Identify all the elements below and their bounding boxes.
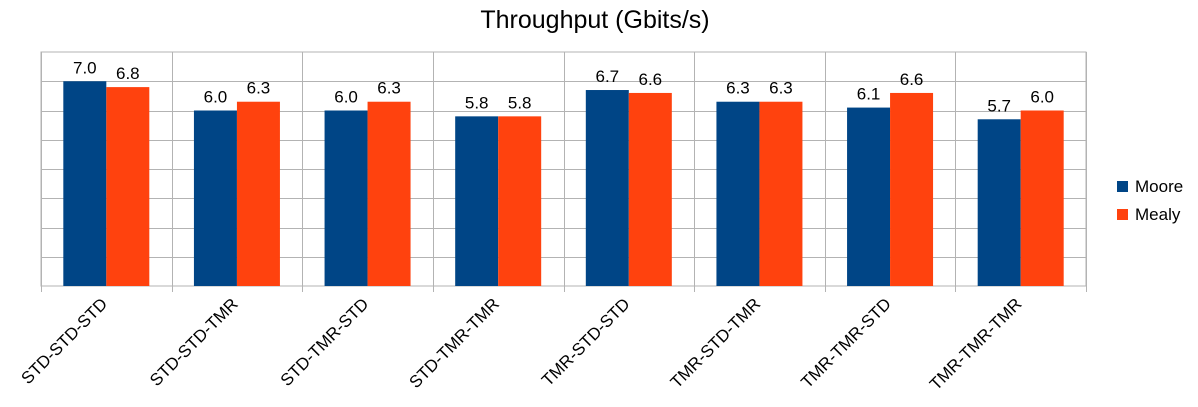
x-tick-label: STD-TMR-TMR (405, 294, 503, 392)
x-tick-label: TMR-STD-TMR (667, 294, 765, 392)
bar-mealy (367, 101, 411, 286)
x-tick-label: STD-STD-STD (18, 294, 112, 388)
x-tick-labels-layer: STD-STD-STD STD-STD-TMR STD-TMR-STD STD-TMR… (18, 294, 1026, 394)
bar-moore (585, 90, 629, 287)
legend-swatch-moore (1117, 181, 1128, 192)
value-label-moore: 5.8 (465, 93, 489, 112)
bar-moore (324, 110, 368, 286)
value-label-mealy: 6.3 (247, 79, 271, 98)
legend: Moore Mealy (1117, 177, 1183, 224)
value-label-mealy: 6.3 (377, 79, 401, 98)
value-label-moore: 6.3 (726, 79, 750, 98)
value-label-moore: 6.7 (595, 67, 619, 86)
value-label-moore: 5.7 (987, 96, 1011, 115)
value-label-moore: 6.0 (334, 88, 358, 107)
chart-title: Throughput (Gbits/s) (480, 6, 710, 34)
value-label-mealy: 6.6 (900, 70, 924, 89)
bar-mealy (628, 92, 672, 286)
bar-moore (716, 101, 760, 286)
bar-moore (63, 81, 107, 286)
x-tick-label: TMR-TMR-STD (797, 294, 895, 392)
x-tick-label: STD-TMR-STD (277, 294, 373, 390)
bar-moore (847, 107, 891, 286)
value-label-mealy: 6.0 (1030, 88, 1054, 107)
bar-mealy (498, 116, 542, 286)
value-label-moore: 6.0 (204, 88, 228, 107)
value-label-moore: 7.0 (73, 58, 97, 77)
legend-label-moore: Moore (1135, 177, 1183, 196)
bars-layer (63, 81, 1064, 287)
bar-moore (455, 116, 499, 286)
value-label-moore: 6.1 (857, 85, 881, 104)
bar-moore (193, 110, 237, 286)
bar-mealy (890, 92, 934, 286)
bar-moore (977, 119, 1021, 287)
bar-mealy (759, 101, 803, 286)
legend-swatch-mealy (1117, 209, 1128, 220)
legend-label-mealy: Mealy (1135, 205, 1181, 224)
x-tick-label: STD-STD-TMR (146, 294, 242, 390)
value-labels-layer: 7.0 6.8 6.0 6.3 6.0 6.3 5.8 5.8 6.7 6.6 6.3 6.3 6.1 6… (73, 58, 1054, 115)
value-label-mealy: 5.8 (508, 93, 532, 112)
x-tick-label: TMR-STD-STD (538, 294, 634, 390)
value-label-mealy: 6.6 (638, 70, 662, 89)
bar-mealy (1020, 110, 1064, 286)
x-tick-label: TMR-TMR-TMR (926, 294, 1026, 394)
bar-mealy (236, 101, 280, 286)
value-label-mealy: 6.3 (769, 79, 793, 98)
bar-mealy (106, 87, 150, 286)
value-label-mealy: 6.8 (116, 64, 140, 83)
